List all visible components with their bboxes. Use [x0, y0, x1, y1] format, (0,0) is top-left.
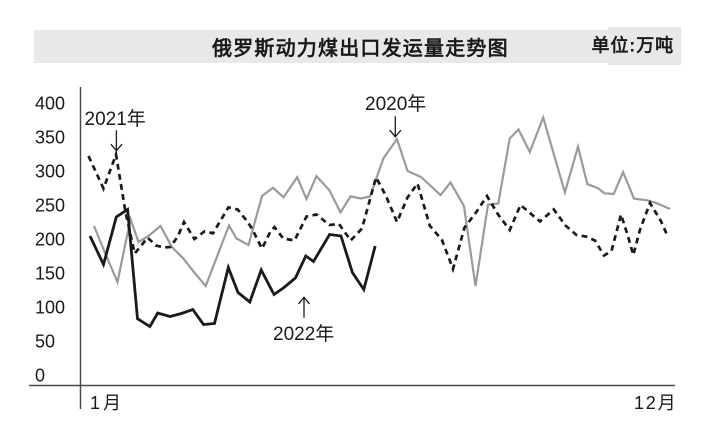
svg-text:2021年: 2021年: [85, 108, 146, 130]
svg-text:50: 50: [35, 332, 55, 352]
svg-text:350: 350: [35, 128, 65, 148]
svg-text:俄罗斯动力煤出口发运量走势图: 俄罗斯动力煤出口发运量走势图: [211, 36, 509, 60]
svg-text:200: 200: [35, 230, 65, 250]
svg-text:1月: 1月: [90, 393, 124, 413]
svg-text:2022年: 2022年: [273, 323, 334, 345]
svg-text:单位:万吨: 单位:万吨: [592, 35, 675, 56]
svg-text:12月: 12月: [634, 393, 677, 413]
svg-text:400: 400: [35, 94, 65, 114]
svg-text:0: 0: [35, 366, 45, 386]
svg-text:250: 250: [35, 196, 65, 216]
svg-text:150: 150: [35, 264, 65, 284]
svg-text:300: 300: [35, 162, 65, 182]
svg-text:2020年: 2020年: [365, 93, 426, 115]
svg-text:100: 100: [35, 298, 65, 318]
